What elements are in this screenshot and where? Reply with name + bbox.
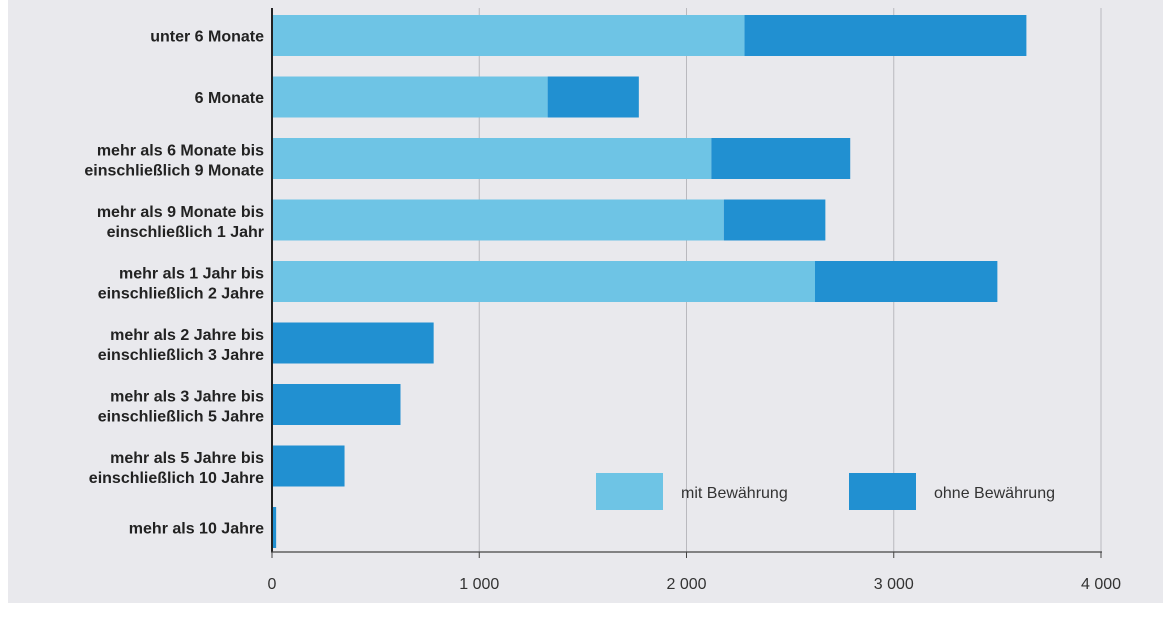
- bar-mit-bewaehrung: [272, 199, 724, 241]
- bar-ohne-bewaehrung: [272, 322, 434, 364]
- bar-ohne-bewaehrung: [272, 384, 401, 425]
- category-label-line: einschließlich 3 Jahre: [98, 347, 264, 364]
- legend-label: ohne Bewährung: [934, 485, 1055, 502]
- bars: [272, 15, 1027, 548]
- bar-mit-bewaehrung: [272, 15, 745, 56]
- category-label: 6 Monate: [195, 90, 264, 107]
- category-label: unter 6 Monate: [150, 29, 264, 46]
- category-label-line: mehr als 3 Jahre bis: [110, 389, 264, 406]
- category-label-line: mehr als 2 Jahre bis: [110, 327, 264, 344]
- x-tick-labels: 0 1 000 2 000 3 000 4 000: [268, 576, 1122, 593]
- legend: mit Bewährung ohne Bewährung: [596, 473, 1055, 510]
- category-label-line: einschließlich 9 Monate: [84, 163, 264, 180]
- bar-ohne-bewaehrung: [272, 445, 345, 487]
- category-label: mehr als 3 Jahre bis einschließlich 5 Jah…: [98, 389, 264, 426]
- category-label-line: mehr als 5 Jahre bis: [110, 450, 264, 467]
- bar-ohne-bewaehrung: [814, 261, 998, 302]
- x-tick-label: 3 000: [874, 576, 914, 593]
- bar-mit-bewaehrung: [272, 76, 548, 118]
- legend-label: mit Bewährung: [681, 485, 788, 502]
- bar-ohne-bewaehrung: [723, 199, 826, 241]
- category-label: mehr als 6 Monate bis einschließlich 9 Mo…: [84, 143, 264, 180]
- category-label: mehr als 1 Jahr bis einschließlich 2 Jahr…: [98, 266, 264, 303]
- axes: [271, 8, 1102, 558]
- category-label-line: einschließlich 1 Jahr: [107, 224, 264, 241]
- x-tick-label: 2 000: [666, 576, 706, 593]
- x-tick-label: 1 000: [459, 576, 499, 593]
- category-label: mehr als 9 Monate bis einschließlich 1 Ja…: [97, 204, 264, 241]
- category-label: mehr als 5 Jahre bis einschließlich 10 Ja…: [89, 450, 264, 487]
- x-tick-label: 0: [268, 576, 277, 593]
- category-label-line: mehr als 6 Monate bis: [97, 143, 264, 160]
- category-label-line: mehr als 1 Jahr bis: [119, 266, 264, 283]
- bar-mit-bewaehrung: [272, 261, 815, 302]
- category-label-line: einschließlich 5 Jahre: [98, 409, 264, 426]
- bar-ohne-bewaehrung: [547, 76, 639, 118]
- x-tick-label: 4 000: [1081, 576, 1121, 593]
- category-labels: unter 6 Monate 6 Monate mehr als 6 Monate …: [84, 29, 264, 538]
- bar-ohne-bewaehrung: [272, 507, 277, 548]
- category-label: mehr als 2 Jahre bis einschließlich 3 Jah…: [98, 327, 264, 364]
- category-label: mehr als 10 Jahre: [129, 521, 264, 538]
- bar-ohne-bewaehrung: [711, 138, 851, 179]
- bar-mit-bewaehrung: [272, 138, 712, 179]
- category-label-line: einschließlich 2 Jahre: [98, 286, 264, 303]
- category-label-line: mehr als 9 Monate bis: [97, 204, 264, 221]
- category-label-line: einschließlich 10 Jahre: [89, 470, 264, 487]
- legend-swatch: [596, 473, 663, 510]
- chart-panel: unter 6 Monate 6 Monate mehr als 6 Monate …: [8, 0, 1163, 603]
- stacked-bar-chart: unter 6 Monate 6 Monate mehr als 6 Monate …: [84, 8, 1122, 593]
- bar-ohne-bewaehrung: [744, 15, 1027, 56]
- legend-swatch: [849, 473, 916, 510]
